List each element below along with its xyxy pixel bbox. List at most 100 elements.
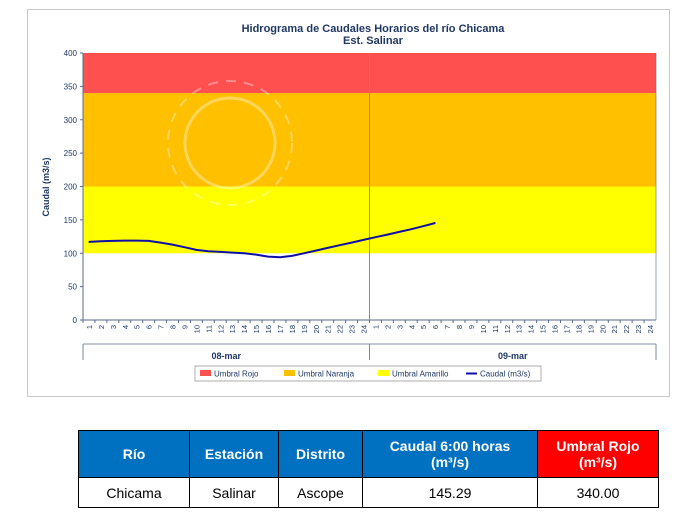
x-tick-label: 4: [407, 325, 416, 329]
data-point: [267, 255, 269, 258]
y-tick-label: 350: [64, 82, 78, 91]
info-table: Río Estación Distrito Caudal 6:00 horas …: [78, 430, 659, 508]
x-tick-label: 20: [598, 325, 607, 333]
x-tick-label: 9: [467, 325, 476, 329]
x-tick-label: 11: [491, 325, 500, 333]
x-tick-label: 8: [169, 325, 178, 329]
legend-swatch: [284, 370, 295, 376]
legend-swatch: [378, 370, 389, 376]
x-tick-label: 21: [610, 325, 619, 333]
chart-frame: Hidrograma de Caudales Horarios del río …: [27, 9, 670, 397]
x-tick-label: 10: [192, 325, 201, 333]
data-point: [303, 252, 305, 254]
x-tick-label: 2: [383, 325, 392, 329]
y-tick-label: 200: [64, 183, 78, 192]
x-tick-label: 9: [180, 325, 189, 329]
y-tick-label: 100: [64, 249, 78, 258]
data-point: [88, 241, 90, 243]
x-tick-label: 19: [586, 325, 595, 333]
day-label: 08-mar: [211, 351, 241, 361]
x-tick-label: 12: [503, 325, 512, 333]
data-point: [124, 239, 126, 242]
y-axis-label: Caudal (m3/s): [41, 157, 51, 216]
x-tick-label: 18: [574, 325, 583, 333]
x-tick-label: 3: [109, 325, 118, 329]
data-point: [398, 231, 400, 233]
chart-title: Hidrograma de Caudales Horarios del río …: [242, 23, 506, 35]
x-tick-label: 1: [85, 325, 94, 329]
cell-umbral-rojo: 340.00: [537, 477, 659, 508]
col-header-rio: Río: [78, 430, 190, 478]
sun-watermark-icon: [167, 80, 293, 206]
y-tick-label: 50: [68, 283, 77, 292]
col-header-estacion: Estación: [189, 430, 279, 478]
caudal-header-line2: (m³/s): [430, 454, 470, 470]
x-tick-label: 23: [348, 325, 357, 333]
x-tick-label: 6: [431, 325, 440, 329]
x-tick-label: 6: [145, 325, 154, 329]
x-tick-label: 24: [646, 325, 655, 333]
data-point: [327, 247, 329, 249]
y-tick-label: 0: [73, 316, 78, 325]
data-point: [207, 250, 209, 252]
x-tick-label: 13: [228, 325, 237, 333]
data-point: [339, 244, 341, 246]
x-tick-label: 16: [264, 325, 273, 333]
chart-svg: Hidrograma de Caudales Horarios del río …: [41, 23, 657, 382]
x-tick-label: 4: [121, 325, 130, 329]
data-point: [279, 256, 281, 258]
data-point: [148, 240, 150, 242]
x-tick-label: 11: [204, 325, 213, 333]
x-tick-label: 16: [551, 325, 560, 333]
data-point: [243, 252, 245, 254]
series-line-caudal: [88, 222, 436, 259]
cell-rio: Chicama: [78, 477, 190, 508]
x-tick-label: 7: [157, 325, 166, 329]
data-point: [362, 239, 365, 241]
caudal-header-line1: Caudal 6:00 horas: [389, 438, 511, 454]
col-header-caudal: Caudal 6:00 horas (m³/s): [362, 430, 538, 478]
x-tick-label: 7: [443, 325, 452, 329]
y-tick-label: 250: [64, 149, 78, 158]
legend-label: Umbral Naranja: [298, 370, 355, 379]
col-header-umbral-rojo: Umbral Rojo (m³/s): [537, 430, 659, 478]
x-tick-label: 22: [622, 325, 631, 333]
data-point: [291, 255, 293, 257]
data-point: [219, 251, 221, 253]
x-tick-label: 18: [288, 325, 297, 333]
x-tick-label: 14: [240, 325, 249, 333]
data-point: [136, 239, 138, 242]
data-point: [410, 228, 412, 230]
x-tick-label: 17: [562, 325, 571, 333]
cell-caudal: 145.29: [362, 477, 538, 508]
legend-box: [194, 365, 542, 382]
umbral-header-line1: Umbral Rojo: [556, 438, 640, 454]
x-tick-label: 8: [455, 325, 464, 329]
data-point: [315, 249, 317, 252]
x-tick-label: 19: [300, 325, 309, 333]
data-point: [422, 225, 424, 227]
y-tick-label: 150: [64, 216, 78, 225]
legend-label: Umbral Rojo: [214, 370, 259, 379]
y-tick-label: 300: [64, 116, 78, 125]
x-tick-label: 1: [371, 325, 380, 329]
x-tick-label: 23: [634, 325, 643, 333]
data-point: [231, 251, 233, 254]
x-tick-label: 2: [97, 325, 106, 329]
day-label: 09-mar: [498, 351, 528, 361]
table-row: Chicama Salinar Ascope 145.29 340.00: [78, 477, 659, 508]
y-tick-label: 400: [64, 49, 78, 58]
x-tick-label: 20: [312, 325, 321, 333]
col-header-distrito: Distrito: [278, 430, 363, 478]
x-tick-label: 24: [360, 325, 369, 333]
legend-swatch: [200, 370, 211, 376]
x-tick-label: 5: [419, 325, 428, 329]
data-point: [195, 249, 198, 251]
cell-distrito: Ascope: [278, 477, 363, 508]
data-point: [183, 246, 186, 248]
data-point: [112, 240, 114, 242]
x-tick-label: 12: [216, 325, 225, 333]
data-point: [374, 236, 377, 238]
x-tick-label: 13: [515, 325, 524, 333]
data-point: [100, 240, 102, 242]
